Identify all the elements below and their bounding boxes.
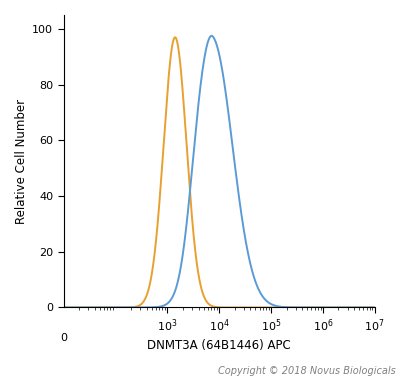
- Text: Copyright © 2018 Novus Biologicals: Copyright © 2018 Novus Biologicals: [218, 366, 396, 376]
- Text: 0: 0: [60, 333, 67, 342]
- Y-axis label: Relative Cell Number: Relative Cell Number: [15, 99, 28, 224]
- X-axis label: DNMT3A (64B1446) APC: DNMT3A (64B1446) APC: [147, 339, 291, 352]
